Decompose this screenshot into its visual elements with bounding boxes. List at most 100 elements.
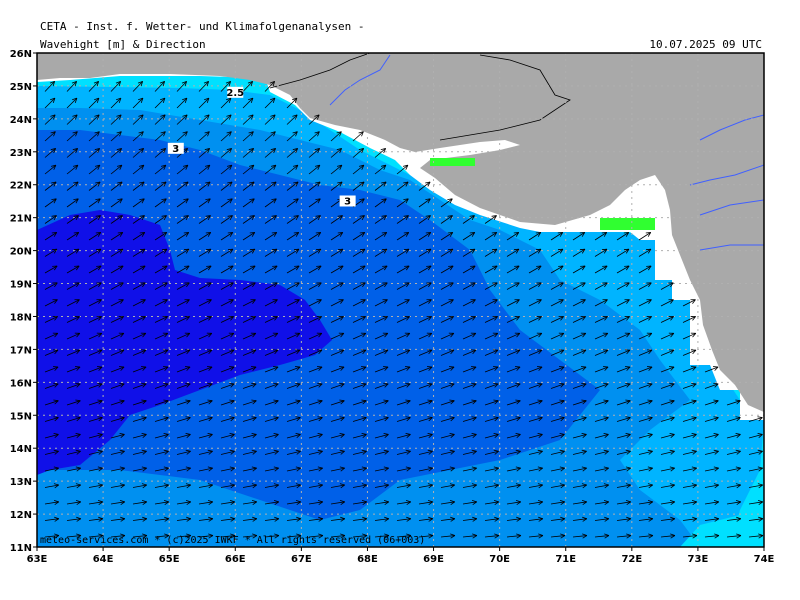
wave-arrow [198, 499, 214, 506]
wave-arrow [220, 399, 235, 406]
wave-arrow [110, 248, 124, 257]
wave-arrow [374, 164, 387, 175]
wave-arrow [198, 265, 212, 274]
wave-arrow [572, 299, 586, 307]
wave-arrow [264, 382, 279, 389]
wave-arrow [154, 114, 166, 125]
wave-arrow [440, 349, 455, 356]
wave-arrow [66, 164, 79, 175]
wave-arrow [88, 265, 102, 274]
wave-arrow [550, 399, 565, 406]
wave-arrow [308, 231, 322, 241]
wave-arrow [110, 533, 126, 539]
wave-arrow [330, 231, 344, 241]
wave-arrow [440, 248, 454, 257]
wave-arrow [748, 483, 764, 489]
wave-arrow [44, 399, 59, 406]
wave-arrow [66, 382, 81, 389]
wave-arrow [44, 97, 56, 109]
wave-arrow [638, 449, 653, 455]
wave-arrow [506, 282, 520, 290]
wave-arrow [374, 516, 390, 522]
wave-arrow [572, 231, 586, 241]
wave-arrow [506, 316, 520, 323]
wave-arrow [198, 198, 211, 208]
wave-arrow [88, 97, 100, 109]
wave-arrow [550, 366, 565, 373]
wave-arrow [418, 499, 434, 506]
wave-arrow [242, 483, 258, 489]
wave-arrow [660, 433, 675, 439]
wave-arrow [352, 349, 367, 356]
wave-arrow [528, 483, 544, 489]
wave-arrow [726, 516, 742, 522]
wave-arrow [352, 181, 365, 191]
wave-arrow [88, 399, 103, 406]
wave-arrow [264, 483, 280, 489]
wave-arrow [418, 533, 434, 539]
wave-arrow [506, 265, 520, 274]
wave-arrow [198, 148, 211, 158]
wave-arrow [264, 114, 276, 125]
wave-arrow [594, 282, 608, 290]
wave-arrow [616, 316, 630, 323]
wave-arrow [176, 316, 190, 323]
wave-arrow [462, 366, 477, 373]
wave-arrow [638, 533, 654, 539]
wave-arrow [154, 399, 169, 406]
wave-arrow [88, 316, 102, 323]
wave-arrow [682, 382, 697, 389]
wave-arrow [352, 399, 367, 406]
wave-arrow [198, 516, 214, 522]
lon-tick-label: 69E [423, 554, 444, 565]
wave-arrow [154, 483, 170, 489]
wave-arrow [440, 265, 454, 274]
wave-arrow [638, 466, 653, 472]
wave-arrow [176, 114, 188, 125]
wave-arrow [550, 449, 565, 455]
wave-arrow [374, 282, 388, 290]
wave-arrow [308, 164, 321, 175]
wave-arrow [44, 299, 58, 307]
wave-arrow [286, 382, 301, 389]
wave-arrow [682, 433, 697, 439]
wave-arrow [616, 499, 632, 506]
wave-arrow [396, 416, 411, 422]
wave-arrow [330, 399, 345, 406]
wave-arrow [462, 433, 477, 439]
wave-arrow [704, 483, 720, 489]
wave-arrow [484, 349, 499, 356]
wave-arrow [396, 231, 410, 241]
wave-arrow [88, 114, 100, 125]
wave-arrow [462, 332, 477, 340]
wave-direction-arrows [44, 80, 764, 539]
wave-arrow [220, 97, 232, 109]
wave-arrow [484, 215, 497, 224]
wave-arrow [220, 382, 235, 389]
wave-arrow [242, 215, 255, 224]
wave-arrow [484, 231, 498, 241]
wave-arrow [242, 382, 257, 389]
wave-arrow [594, 533, 610, 539]
wave-arrow [418, 466, 433, 472]
wave-arrow [220, 282, 234, 290]
wave-arrow [308, 366, 323, 373]
wave-arrow [242, 433, 257, 439]
wave-arrow [220, 215, 233, 224]
wave-arrow [286, 299, 300, 307]
wave-arrow [418, 382, 433, 389]
wave-arrow [550, 231, 564, 241]
wave-arrow [308, 215, 321, 224]
wave-arrow [418, 282, 432, 290]
wave-arrow [374, 198, 387, 208]
wave-arrow [660, 533, 676, 539]
wave-arrow [616, 265, 630, 274]
lon-tick-label: 65E [159, 554, 180, 565]
wave-arrow [462, 316, 476, 323]
wave-arrow [286, 316, 300, 323]
wave-arrow [154, 282, 168, 290]
wave-arrow [286, 131, 298, 142]
wave-arrow [110, 516, 126, 522]
wave-arrow [308, 181, 321, 191]
wave-arrow [330, 449, 345, 455]
